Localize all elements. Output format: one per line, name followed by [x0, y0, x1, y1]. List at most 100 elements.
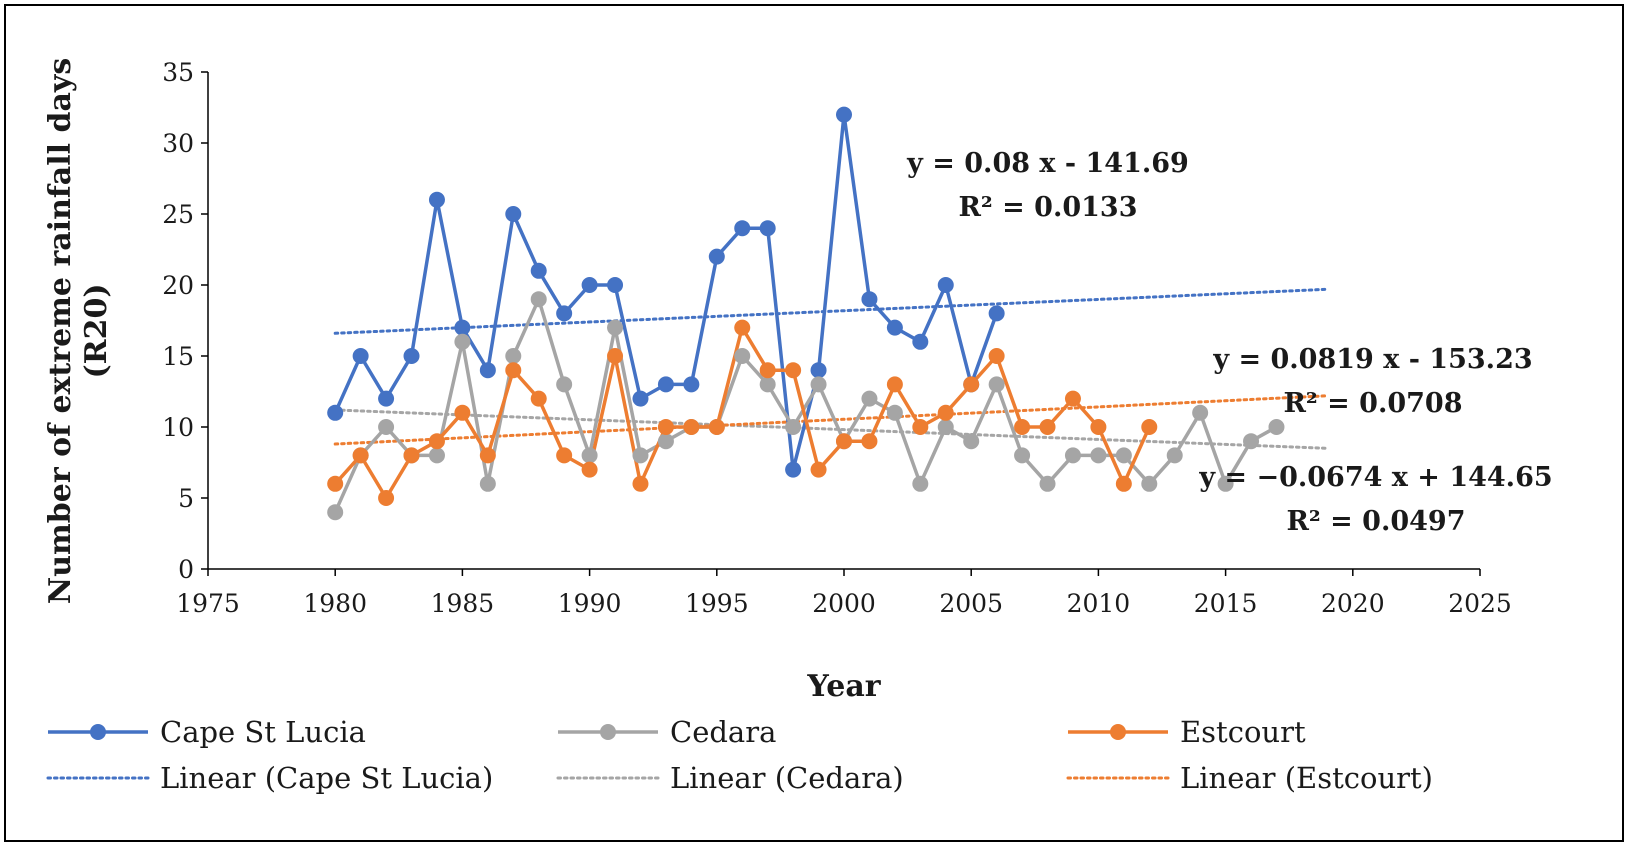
data-point [785, 462, 801, 478]
data-point [1040, 476, 1056, 492]
y-tick-label: 25 [162, 200, 194, 229]
data-point [1268, 419, 1284, 435]
data-point [658, 433, 674, 449]
x-axis-title: Year [806, 669, 881, 704]
data-point [938, 419, 954, 435]
trend-r-squared: R² = 0.0497 [1286, 506, 1465, 537]
data-point [505, 362, 521, 378]
data-point [734, 348, 750, 364]
data-point [632, 476, 648, 492]
x-tick-label: 2015 [1194, 589, 1258, 618]
data-point [480, 476, 496, 492]
data-point [582, 462, 598, 478]
data-point [556, 447, 572, 463]
data-point [404, 348, 420, 364]
legend[interactable]: Cape St Lucia Cedara Estcourt Linear (Cape … [48, 715, 1433, 795]
data-point [938, 277, 954, 293]
data-point [1141, 476, 1157, 492]
data-point [989, 348, 1005, 364]
data-point [861, 433, 877, 449]
data-point [1090, 419, 1106, 435]
data-point [760, 376, 776, 392]
legend-swatch-marker [90, 724, 106, 740]
data-point [505, 206, 521, 222]
data-point [353, 348, 369, 364]
data-point [582, 277, 598, 293]
data-point [811, 462, 827, 478]
x-tick-label: 1975 [176, 589, 240, 618]
data-point [734, 320, 750, 336]
data-point [861, 391, 877, 407]
x-tick-label: 2005 [939, 589, 1003, 618]
data-point [454, 334, 470, 350]
data-point [785, 362, 801, 378]
trendline [335, 289, 1327, 333]
data-point [912, 476, 928, 492]
data-point [556, 376, 572, 392]
data-point [632, 391, 648, 407]
x-tick-label: 1980 [303, 589, 367, 618]
legend-label: Linear (Cedara) [670, 761, 904, 795]
data-point [709, 419, 725, 435]
data-point [1116, 447, 1132, 463]
trendline [335, 396, 1327, 444]
x-tick-label: 1985 [431, 589, 495, 618]
data-point [963, 433, 979, 449]
data-point [836, 107, 852, 123]
data-point [658, 419, 674, 435]
data-point [454, 405, 470, 421]
x-tick-label: 1990 [558, 589, 622, 618]
data-point [811, 376, 827, 392]
data-point [480, 447, 496, 463]
legend-swatch-marker [600, 724, 616, 740]
data-point [912, 419, 928, 435]
data-point [1065, 391, 1081, 407]
legend-label: Estcourt [1180, 715, 1306, 749]
trend-r-squared: R² = 0.0133 [958, 192, 1137, 223]
y-tick-label: 20 [162, 271, 194, 300]
x-tick-label: 2000 [812, 589, 876, 618]
trend-equation: y = 0.08 x - 141.69 [906, 148, 1189, 179]
data-point [887, 405, 903, 421]
data-point [963, 376, 979, 392]
data-point [327, 476, 343, 492]
data-point [811, 362, 827, 378]
y-tick-label: 0 [178, 555, 194, 584]
legend-label: Linear (Estcourt) [1180, 761, 1433, 795]
data-point [1090, 447, 1106, 463]
x-tick-label: 2025 [1448, 589, 1512, 618]
data-point [531, 291, 547, 307]
data-point [429, 192, 445, 208]
data-point [1243, 433, 1259, 449]
legend-item[interactable]: Cape St Lucia [48, 715, 366, 749]
y-tick-label: 5 [178, 484, 194, 513]
data-point [1065, 447, 1081, 463]
data-point [607, 277, 623, 293]
data-point [1141, 419, 1157, 435]
legend-item[interactable]: Linear (Estcourt) [1068, 761, 1433, 795]
data-point [658, 376, 674, 392]
data-point [505, 348, 521, 364]
legend-item[interactable]: Estcourt [1068, 715, 1306, 749]
data-point [480, 362, 496, 378]
data-point [556, 305, 572, 321]
data-point [887, 320, 903, 336]
data-point [836, 433, 852, 449]
trend-r-squared: R² = 0.0708 [1283, 388, 1462, 419]
data-point [378, 490, 394, 506]
x-tick-label: 2010 [1067, 589, 1131, 618]
equation-annotations: y = 0.08 x - 141.69 R² = 0.0133 y = 0.0819… [906, 148, 1553, 537]
legend-item[interactable]: Cedara [558, 715, 776, 749]
legend-item[interactable]: Linear (Cedara) [558, 761, 904, 795]
y-axis-title-line-2: (R20) [79, 283, 114, 378]
legend-label: Cedara [670, 715, 776, 749]
data-point [989, 305, 1005, 321]
data-point [1014, 419, 1030, 435]
chart-frame: 0 5 10 15 20 25 30 35 1975 1980 1985 1990 1995 2000 20… [4, 4, 1624, 842]
data-point [607, 348, 623, 364]
legend-item[interactable]: Linear (Cape St Lucia) [48, 761, 493, 795]
data-point [760, 362, 776, 378]
x-tick-label: 2020 [1321, 589, 1385, 618]
y-tick-label: 15 [162, 342, 194, 371]
